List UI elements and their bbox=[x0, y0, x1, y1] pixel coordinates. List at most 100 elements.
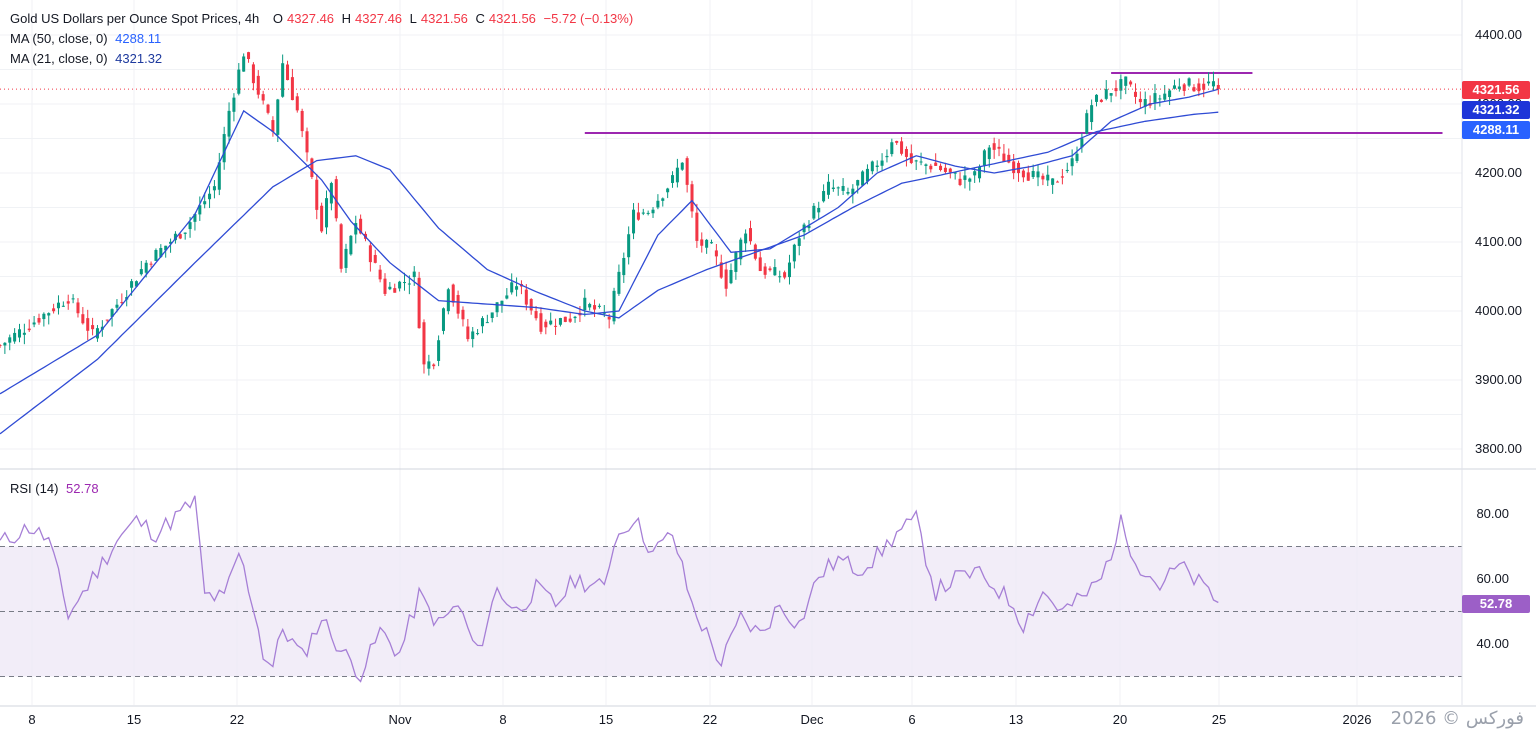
candle bbox=[1085, 109, 1089, 135]
candle-body bbox=[417, 277, 421, 329]
candle-body bbox=[1002, 153, 1006, 162]
candle-body bbox=[1109, 93, 1113, 96]
time-tick-label: 8 bbox=[499, 712, 506, 727]
candle bbox=[939, 163, 943, 172]
candle bbox=[719, 254, 723, 279]
candle-body bbox=[890, 142, 894, 155]
candle bbox=[22, 323, 26, 345]
candle bbox=[641, 208, 645, 216]
candle-body bbox=[724, 269, 728, 289]
candle bbox=[1216, 78, 1220, 95]
candle bbox=[529, 298, 533, 315]
price-tick-label: 3900.00 bbox=[1475, 372, 1522, 387]
candle bbox=[466, 318, 470, 342]
candle-body bbox=[563, 316, 567, 322]
candle-body bbox=[554, 325, 558, 327]
candle-body bbox=[471, 331, 475, 340]
legend-ma50[interactable]: MA (50, close, 0) 4288.11 bbox=[10, 30, 165, 48]
candle bbox=[1099, 98, 1103, 103]
candle bbox=[861, 170, 865, 186]
candle-body bbox=[134, 281, 138, 287]
candle bbox=[943, 162, 947, 174]
candle bbox=[295, 92, 299, 113]
candle-body bbox=[354, 223, 358, 235]
candle-body bbox=[441, 308, 445, 331]
candle-body bbox=[875, 165, 879, 168]
candle-body bbox=[705, 239, 709, 248]
candle-body bbox=[1085, 113, 1089, 134]
legend-rsi[interactable]: RSI (14) 52.78 bbox=[10, 480, 103, 498]
candle bbox=[1090, 99, 1094, 130]
candle-body bbox=[500, 300, 504, 306]
candle-body bbox=[427, 361, 431, 369]
candle-body bbox=[792, 244, 796, 262]
candle-body bbox=[924, 164, 928, 166]
candle bbox=[300, 108, 304, 138]
candle-body bbox=[295, 96, 299, 111]
candle bbox=[709, 239, 714, 244]
candle-body bbox=[76, 302, 80, 314]
candle-body bbox=[0, 345, 2, 347]
ma21-label: MA (21, close, 0) bbox=[10, 51, 108, 66]
candle-body bbox=[982, 150, 986, 166]
rsi-label: RSI (14) bbox=[10, 481, 59, 496]
candle-body bbox=[461, 309, 465, 320]
candle-body bbox=[685, 158, 689, 185]
candle bbox=[242, 53, 246, 72]
candle bbox=[1124, 76, 1128, 95]
candle bbox=[1187, 77, 1191, 88]
candle bbox=[875, 160, 879, 172]
candle-body bbox=[339, 224, 343, 269]
candle-body bbox=[446, 289, 450, 312]
candle bbox=[42, 312, 46, 327]
candle bbox=[583, 289, 587, 317]
price-tick-label: 4200.00 bbox=[1475, 165, 1522, 180]
candle-body bbox=[42, 313, 46, 320]
candle bbox=[885, 149, 889, 163]
candle-body bbox=[768, 268, 772, 271]
candle bbox=[217, 152, 221, 196]
candle-body bbox=[880, 160, 884, 166]
legend-ma21[interactable]: MA (21, close, 0) 4321.32 bbox=[10, 50, 166, 68]
candle bbox=[846, 187, 850, 196]
candle-body bbox=[583, 297, 587, 311]
candle bbox=[490, 312, 494, 323]
candle bbox=[169, 238, 173, 253]
candle-body bbox=[943, 167, 947, 172]
candle-body bbox=[86, 318, 90, 331]
candle bbox=[632, 203, 636, 240]
candle-body bbox=[22, 332, 26, 335]
candle-body bbox=[276, 99, 280, 135]
candle bbox=[1021, 169, 1025, 183]
candle bbox=[822, 184, 826, 203]
candle-body bbox=[110, 309, 114, 317]
candle-body bbox=[1046, 174, 1050, 181]
candle bbox=[900, 137, 904, 156]
candle bbox=[437, 335, 441, 367]
candle bbox=[744, 229, 748, 253]
candle-body bbox=[164, 245, 168, 251]
candle-body bbox=[973, 171, 977, 176]
candle-body bbox=[432, 364, 436, 367]
candle bbox=[417, 271, 421, 329]
candle bbox=[958, 172, 962, 187]
candle-body bbox=[1099, 99, 1103, 102]
candle bbox=[671, 171, 675, 188]
candle bbox=[212, 180, 216, 199]
candle-body bbox=[290, 77, 294, 101]
candle bbox=[271, 116, 275, 137]
candle-body bbox=[573, 316, 577, 319]
candle-body bbox=[208, 193, 212, 200]
candle-body bbox=[714, 250, 718, 257]
horizontal-levels[interactable] bbox=[584, 71, 1443, 134]
candle-body bbox=[524, 289, 528, 305]
candle-body bbox=[1133, 91, 1137, 97]
candle bbox=[66, 294, 70, 310]
candle-body bbox=[963, 175, 967, 180]
time-tick-label: 22 bbox=[230, 712, 244, 727]
candle bbox=[1031, 164, 1035, 179]
candle-body bbox=[159, 248, 163, 257]
candle bbox=[52, 303, 56, 314]
candle bbox=[792, 243, 796, 269]
candle bbox=[661, 197, 665, 207]
